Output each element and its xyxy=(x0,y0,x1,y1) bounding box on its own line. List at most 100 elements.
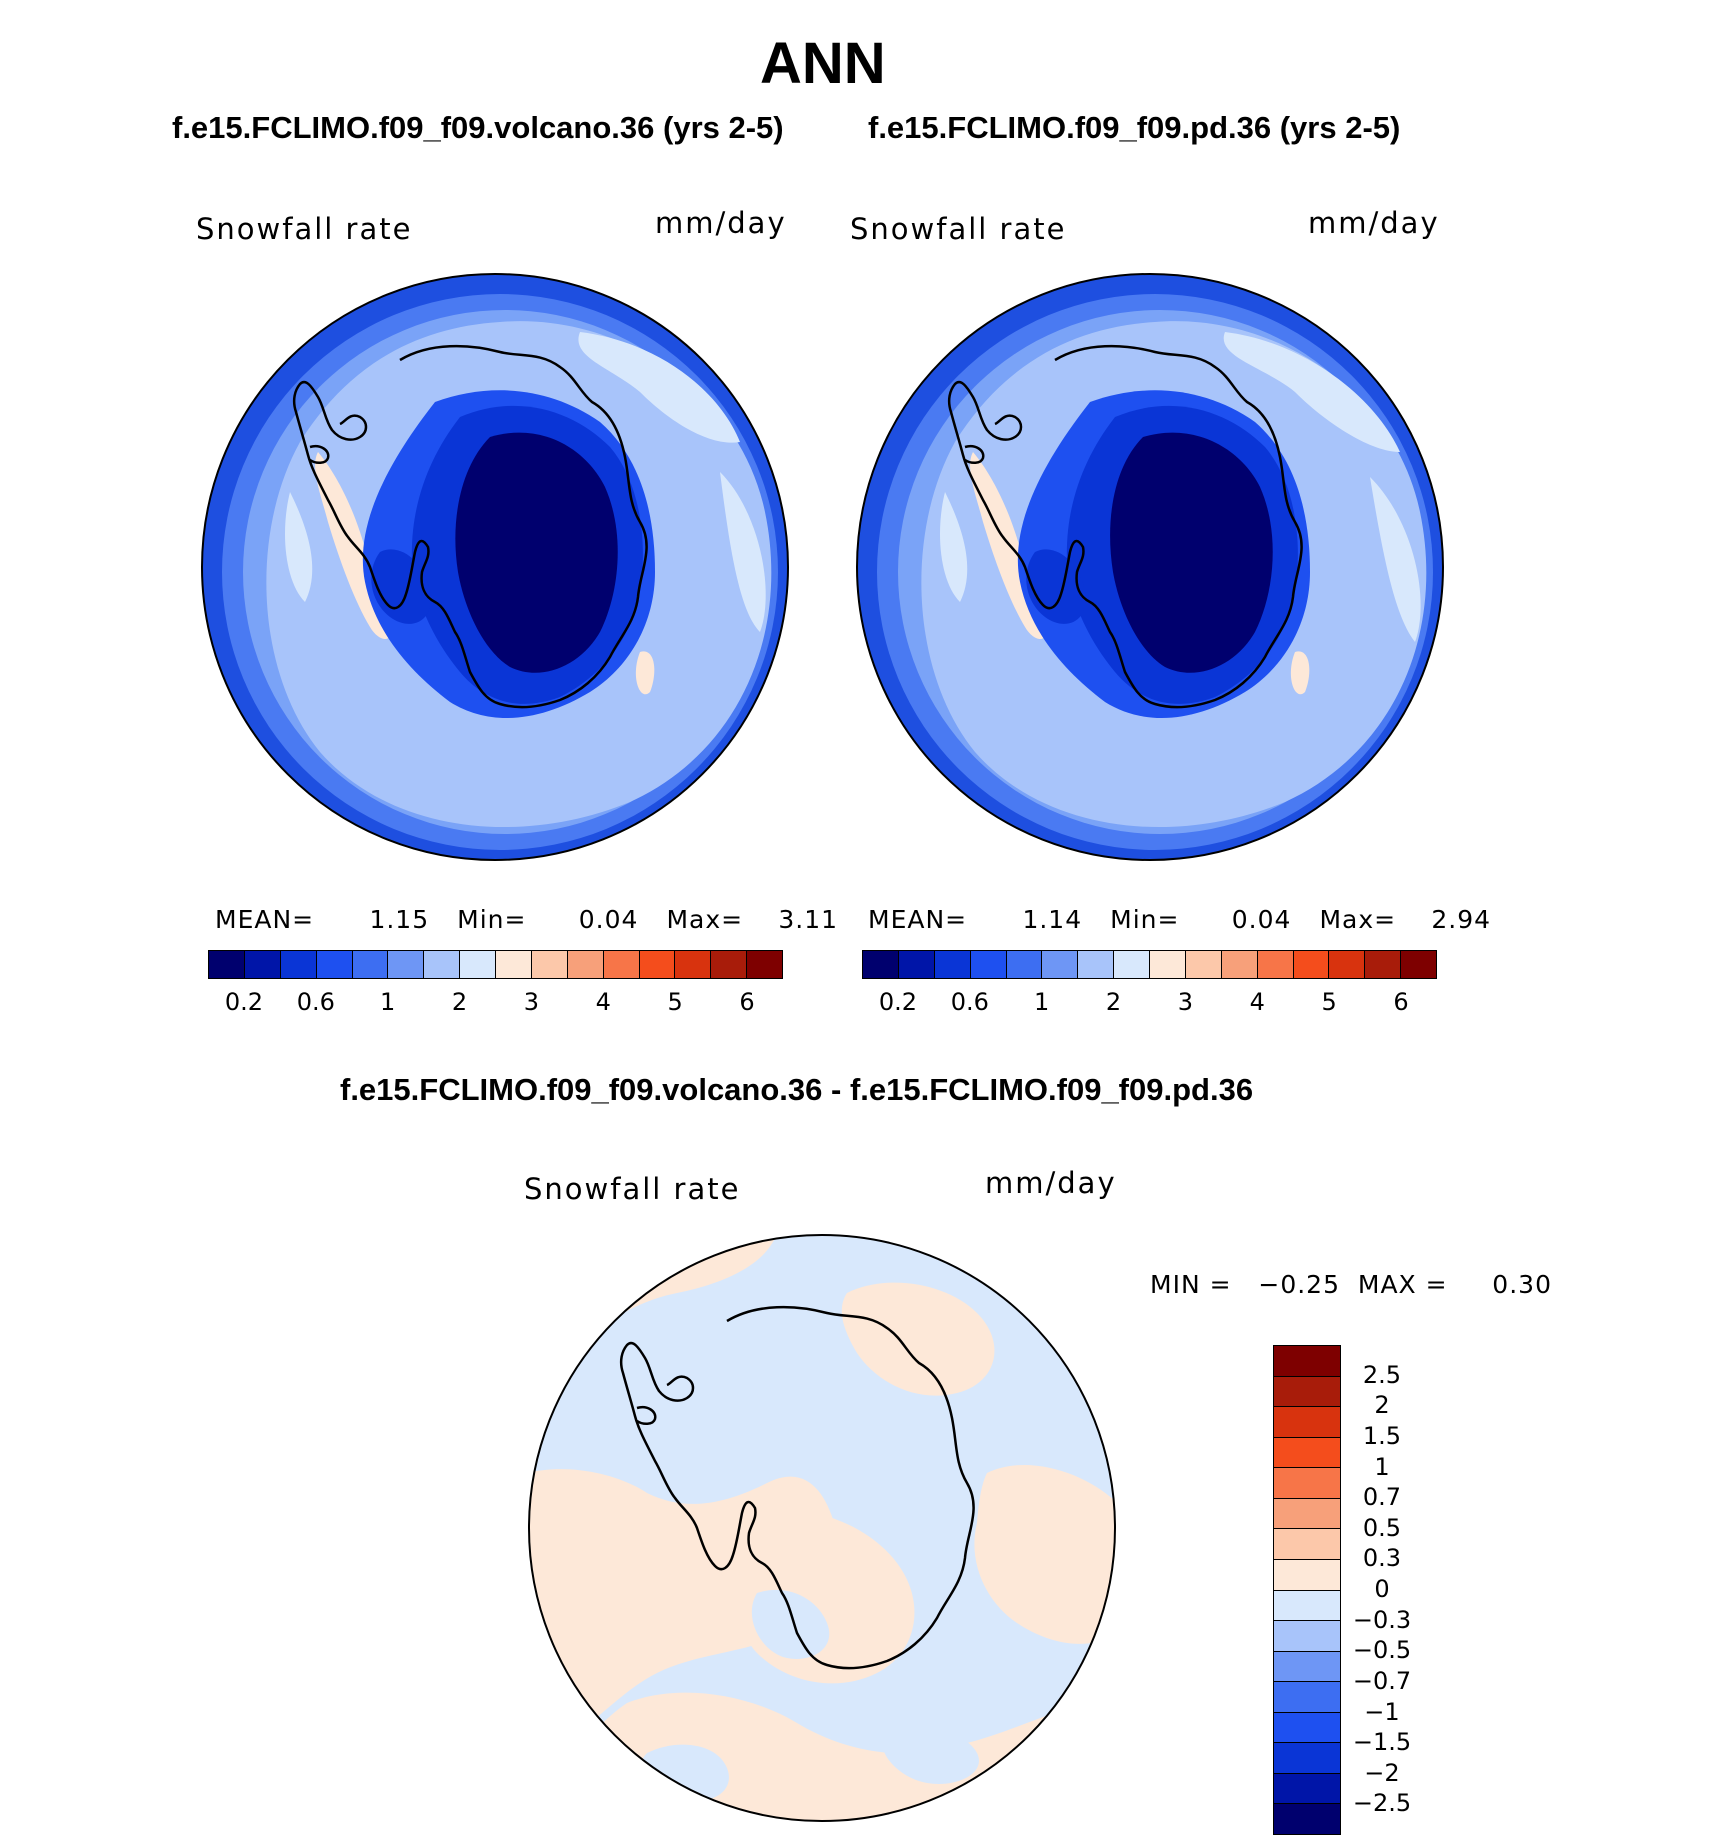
panel-1-variable-label: Snowfall rate xyxy=(196,212,413,246)
panel-2-contours xyxy=(857,274,1443,860)
panel-1-min-value: 0.04 xyxy=(578,905,639,934)
panel-1-colorbar-swatch xyxy=(424,951,461,978)
panel-2-colorbar-tick-label: 1 xyxy=(1034,988,1050,1016)
difference-colorbar-swatch xyxy=(1274,1651,1340,1683)
panel-1-case-title: f.e15.FCLIMO.f09_f09.volcano.36 (yrs 2-5… xyxy=(172,110,784,145)
panel-1-coastline xyxy=(292,344,648,709)
difference-colorbar-tick-label: −0.7 xyxy=(1352,1666,1412,1695)
difference-colorbar-swatch xyxy=(1274,1407,1340,1438)
panel-2-colorbar-tick-label: 5 xyxy=(1321,988,1337,1016)
panel-1-contours xyxy=(202,274,788,860)
difference-colorbar-tick-label: 2 xyxy=(1374,1391,1390,1420)
difference-variable-label: Snowfall rate xyxy=(524,1172,741,1206)
panel-2-colorbar-tick-label: 0.6 xyxy=(950,988,989,1016)
panel-2-colorbar-swatch xyxy=(934,951,971,978)
panel-1-coastline-peninsula-inlet xyxy=(309,445,330,464)
difference-colorbar-swatch xyxy=(1274,1682,1340,1713)
panel-2-min-label: Min= xyxy=(1110,905,1180,934)
difference-coastline xyxy=(619,1305,975,1670)
panel-1-colorbar-swatch xyxy=(352,951,389,978)
panel-2-colorbar-swatch xyxy=(1293,951,1330,978)
panel-1-colorbar-tick-label: 3 xyxy=(523,988,540,1016)
panel-2-colorbar-swatch xyxy=(1185,951,1222,978)
difference-colorbar-tick-label: 0 xyxy=(1374,1575,1390,1603)
panel-1-colorbar xyxy=(208,950,783,979)
difference-colorbar-swatch xyxy=(1274,1498,1340,1530)
panel-1-colorbar-tick-label: 2 xyxy=(451,988,468,1016)
panel-1-colorbar-swatch xyxy=(280,951,317,978)
panel-1-min-label: Min= xyxy=(457,905,527,934)
panel-2-variable-label: Snowfall rate xyxy=(850,212,1067,246)
difference-colorbar xyxy=(1273,1345,1341,1835)
panel-2-mean-label: MEAN= xyxy=(868,905,968,934)
panel-1-colorbar-tick-label: 0.6 xyxy=(296,988,335,1016)
difference-title: f.e15.FCLIMO.f09_f09.volcano.36 - f.e15.… xyxy=(340,1072,1254,1107)
panel-1-map-boundary xyxy=(201,273,789,861)
difference-colorbar-tick-label: −0.5 xyxy=(1352,1636,1412,1665)
difference-colorbar-swatch xyxy=(1274,1376,1340,1408)
panel-1-colorbar-tick-label: 1 xyxy=(380,988,396,1016)
difference-colorbar-swatch xyxy=(1274,1621,1340,1652)
difference-colorbar-tick-label: −1.5 xyxy=(1352,1728,1412,1757)
panel-1-colorbar-tick-label: 5 xyxy=(667,988,683,1016)
difference-colorbar-tick-label: −2.5 xyxy=(1352,1789,1412,1818)
difference-colorbar-swatch xyxy=(1274,1468,1340,1499)
panel-1-max-label: Max= xyxy=(666,905,744,934)
panel-2-colorbar-tick-label: 3 xyxy=(1177,988,1194,1016)
panel-2-colorbar-swatch xyxy=(1221,951,1258,978)
panel-2-colorbar-swatch xyxy=(1329,951,1366,978)
panel-2-colorbar-swatch xyxy=(1150,951,1186,978)
panel-2-colorbar-swatch xyxy=(1401,951,1436,978)
page-title: ANN xyxy=(760,31,886,96)
panel-2-colorbar-swatch xyxy=(863,951,899,978)
difference-colorbar-tick-label: −1 xyxy=(1364,1697,1400,1726)
difference-colorbar-swatch xyxy=(1274,1529,1340,1560)
panel-2-mean-value: 1.14 xyxy=(1022,905,1083,934)
difference-colorbar-swatch xyxy=(1274,1559,1340,1591)
panel-2-map-boundary xyxy=(856,273,1444,861)
difference-colorbar-swatch xyxy=(1274,1743,1340,1774)
difference-coastline-peninsula-inlet xyxy=(636,1406,657,1425)
panel-2-case-title: f.e15.FCLIMO.f09_f09.pd.36 (yrs 2-5) xyxy=(868,110,1401,145)
difference-map xyxy=(528,1234,1116,1822)
panel-2-colorbar-tick-label: 6 xyxy=(1393,988,1409,1016)
panel-2-colorbar-swatch xyxy=(1042,951,1079,978)
panel-1-colorbar-tick-label: 4 xyxy=(595,988,611,1016)
panel-2-min-value: 0.04 xyxy=(1231,905,1292,934)
panel-2-colorbar-swatch xyxy=(1114,951,1150,978)
panel-1-units-label: mm/day xyxy=(655,206,787,240)
panel-1-colorbar-swatch xyxy=(567,951,604,978)
panel-2-max-value: 2.94 xyxy=(1431,905,1492,934)
panel-2-max-label: Max= xyxy=(1319,905,1397,934)
panel-1-colorbar-swatch xyxy=(711,951,748,978)
panel-2-colorbar-swatch xyxy=(898,951,935,978)
panel-2-colorbar-tick-label: 2 xyxy=(1105,988,1122,1016)
difference-colorbar-tick-label: 0.7 xyxy=(1362,1483,1402,1512)
difference-minmax: MIN = −0.25 MAX = 0.30 xyxy=(1150,1270,1552,1299)
panel-1-colorbar-swatch xyxy=(209,951,245,978)
difference-map-boundary xyxy=(528,1234,1116,1822)
difference-colorbar-swatch xyxy=(1274,1712,1340,1744)
panel-2-coastline-peninsula-inlet xyxy=(964,445,985,464)
panel-2-colorbar-tick-label: 4 xyxy=(1249,988,1265,1016)
difference-colorbar-tick-label: 0.5 xyxy=(1362,1513,1402,1542)
panel-1-mean-value: 1.15 xyxy=(369,905,430,934)
difference-colorbar-tick-label: 0.3 xyxy=(1362,1544,1402,1573)
panel-1-colorbar-tick-label: 6 xyxy=(739,988,755,1016)
panel-1-colorbar-swatch xyxy=(675,951,712,978)
panel-2-map xyxy=(856,273,1444,861)
difference-colorbar-swatch xyxy=(1274,1590,1340,1622)
difference-contours xyxy=(529,1235,1115,1821)
difference-colorbar-tick-label: −2 xyxy=(1364,1758,1400,1787)
difference-units-label: mm/day xyxy=(985,1166,1117,1200)
panel-2-colorbar-tick-label: 0.2 xyxy=(878,988,918,1016)
panel-1-colorbar-swatch xyxy=(531,951,568,978)
panel-1-colorbar-tick-label: 0.2 xyxy=(224,988,264,1016)
panel-2-colorbar-swatch xyxy=(1078,951,1115,978)
panel-2-colorbar-swatch xyxy=(1365,951,1402,978)
panel-2-colorbar-swatch xyxy=(1006,951,1043,978)
panel-1-colorbar-swatch xyxy=(460,951,496,978)
difference-colorbar-tick-label: 1.5 xyxy=(1362,1421,1402,1450)
difference-colorbar-tick-label: −0.3 xyxy=(1352,1605,1412,1634)
panel-1-max-value: 3.11 xyxy=(778,905,839,934)
